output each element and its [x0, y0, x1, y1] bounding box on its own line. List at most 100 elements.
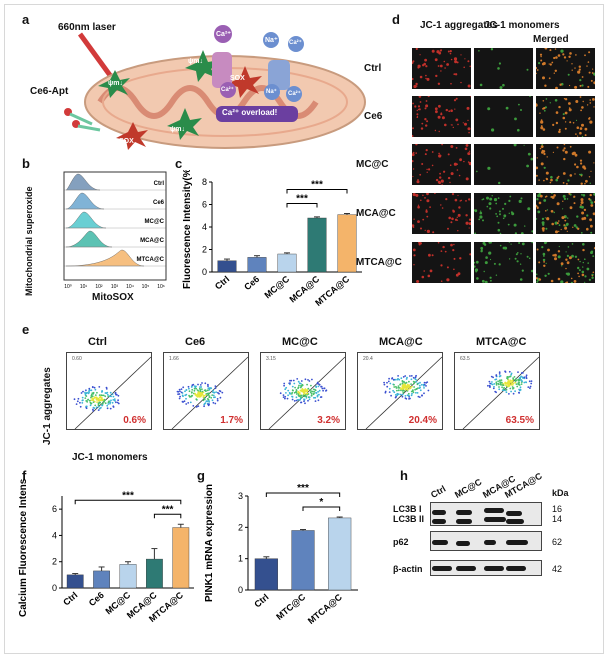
y-tick-label: 0: [202, 267, 207, 277]
event-dot: [313, 396, 315, 399]
cell-dot: [486, 205, 489, 208]
cell-dot: [504, 202, 507, 205]
event-dot: [92, 401, 95, 403]
cell-dot: [437, 180, 441, 184]
event-dot: [188, 390, 191, 393]
cell-dot: [423, 62, 426, 66]
cell-dot: [570, 281, 573, 283]
event-dot: [315, 391, 317, 394]
cell-dot: [581, 123, 584, 127]
cell-dot: [585, 179, 588, 183]
cell-dot: [592, 212, 595, 216]
cell-dot: [577, 70, 581, 74]
cell-dot: [538, 62, 541, 65]
e-title-2: MC@C: [282, 336, 318, 348]
cell-dot: [560, 262, 564, 266]
event-dot: [205, 390, 207, 393]
cell-dot: [542, 258, 546, 262]
significance-bracket: [74, 499, 182, 505]
cell-dot: [552, 254, 555, 257]
event-dot: [221, 391, 224, 394]
cell-dot: [488, 251, 492, 255]
cell-dot: [489, 258, 492, 261]
event-dot: [321, 387, 324, 390]
cell-dot: [432, 231, 435, 234]
gate-line: [462, 356, 539, 429]
figure-frame: [4, 4, 604, 654]
event-dot: [86, 401, 89, 403]
cell-dot: [459, 158, 462, 162]
cell-dot: [536, 273, 538, 276]
event-dot: [393, 391, 396, 394]
cell-dot: [417, 205, 420, 209]
cell-dot: [562, 194, 566, 198]
cell-dot: [539, 112, 541, 114]
cell-dot: [568, 55, 571, 58]
histogram-tick: 10²: [95, 284, 103, 290]
event-dot: [90, 399, 93, 401]
micrograph-2-1: [474, 144, 533, 185]
cell-dot: [490, 48, 494, 51]
event-dot: [320, 385, 323, 388]
event-dot: [284, 388, 287, 391]
cell-dot: [498, 210, 501, 213]
event-dot: [508, 393, 510, 395]
event-dot: [390, 394, 392, 397]
cell-dot: [575, 119, 578, 121]
event-dot: [423, 392, 425, 395]
histogram-tick: 10⁰: [64, 284, 72, 290]
event-dot: [306, 389, 309, 391]
cell-dot: [541, 144, 543, 146]
panel-label-d: d: [392, 12, 400, 27]
cell-dot: [584, 258, 586, 260]
event-dot: [410, 385, 413, 388]
cell-dot: [489, 197, 493, 201]
cell-dot: [571, 243, 574, 245]
event-dot: [310, 384, 312, 387]
event-dot: [311, 390, 314, 393]
event-dot: [109, 395, 111, 397]
event-dot: [104, 402, 107, 405]
histogram-tick: 10⁶: [157, 284, 165, 290]
event-dot: [389, 382, 392, 385]
event-dot: [73, 398, 76, 401]
cell-dot: [543, 199, 547, 202]
event-dot: [291, 398, 294, 401]
cell-dot: [431, 151, 434, 153]
event-dot: [500, 379, 503, 381]
sox-burst-2: [227, 66, 262, 98]
cell-dot: [568, 193, 571, 195]
cell-dot: [562, 208, 564, 210]
cell-dot: [574, 163, 577, 166]
cell-dot: [554, 69, 557, 72]
cell-dot: [440, 154, 442, 157]
cell-dot: [438, 152, 440, 155]
cell-dot: [468, 162, 471, 166]
cell-dot: [450, 145, 454, 148]
cell-dot: [582, 261, 584, 264]
cell-dot: [541, 246, 544, 249]
cell-dot: [557, 54, 561, 57]
event-dot: [293, 391, 296, 394]
cell-dot: [555, 121, 559, 125]
event-dot: [214, 385, 217, 387]
ce6-apt-label: Ce6-Apt: [30, 86, 69, 97]
cell-dot: [564, 219, 567, 222]
event-dot: [79, 405, 82, 408]
blot-band-2-2: [484, 540, 496, 545]
cell-dot: [447, 50, 450, 53]
cell-dot: [543, 152, 546, 156]
micrograph-dots: [412, 48, 471, 89]
event-dot: [84, 397, 87, 399]
cell-dot: [586, 104, 589, 106]
event-dot: [409, 375, 411, 377]
event-dot: [421, 394, 423, 397]
blot-band-3-0: [432, 566, 452, 571]
bar-MTCA@C: [172, 527, 190, 589]
event-dot: [202, 399, 205, 402]
event-dot: [413, 386, 415, 388]
cell-dot: [485, 256, 488, 259]
event-dot: [184, 390, 186, 393]
event-dot: [512, 392, 515, 395]
event-dot: [491, 381, 493, 383]
